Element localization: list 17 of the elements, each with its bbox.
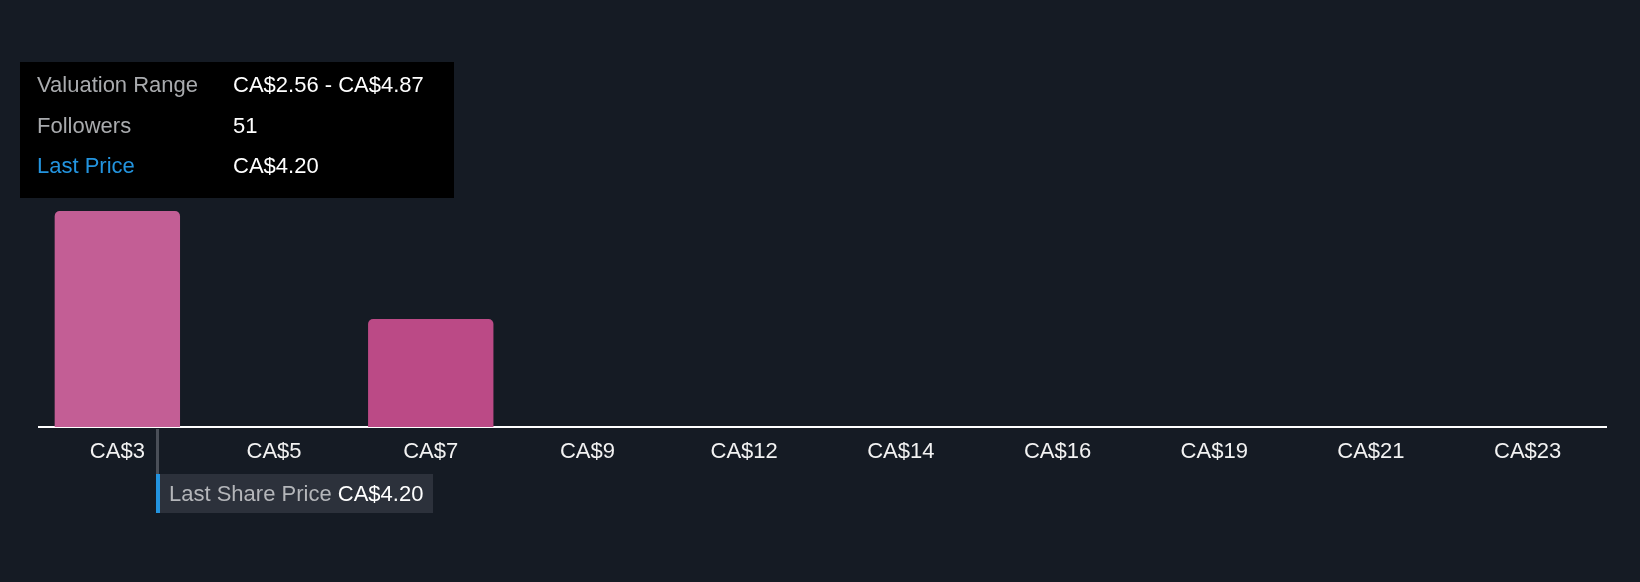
text: Valuation Range bbox=[37, 71, 200, 99]
x-tick-label: CA$9 bbox=[559, 438, 615, 464]
x-tick-label: CA$21 bbox=[1337, 438, 1405, 464]
x-tick-label: CA$5 bbox=[246, 438, 302, 464]
x-tick-label: CA$23 bbox=[1494, 438, 1562, 464]
text: CA$2.56 - CA$4.87 bbox=[233, 71, 424, 99]
text: 51 bbox=[233, 111, 258, 140]
x-tick-label: CA$16 bbox=[1023, 438, 1092, 464]
x-tick-label: CA$7 bbox=[403, 438, 459, 464]
text: CA$4.20 bbox=[233, 152, 319, 180]
text: Last Price bbox=[37, 152, 136, 180]
x-tick-label: CA$14 bbox=[867, 438, 935, 464]
x-tick-label: CA$12 bbox=[710, 438, 778, 464]
text: Last Share Price CA$4.20 bbox=[169, 481, 424, 506]
text: Followers bbox=[37, 111, 133, 140]
x-tick-label: CA$19 bbox=[1180, 438, 1248, 464]
x-tick-label: CA$3 bbox=[89, 438, 145, 464]
